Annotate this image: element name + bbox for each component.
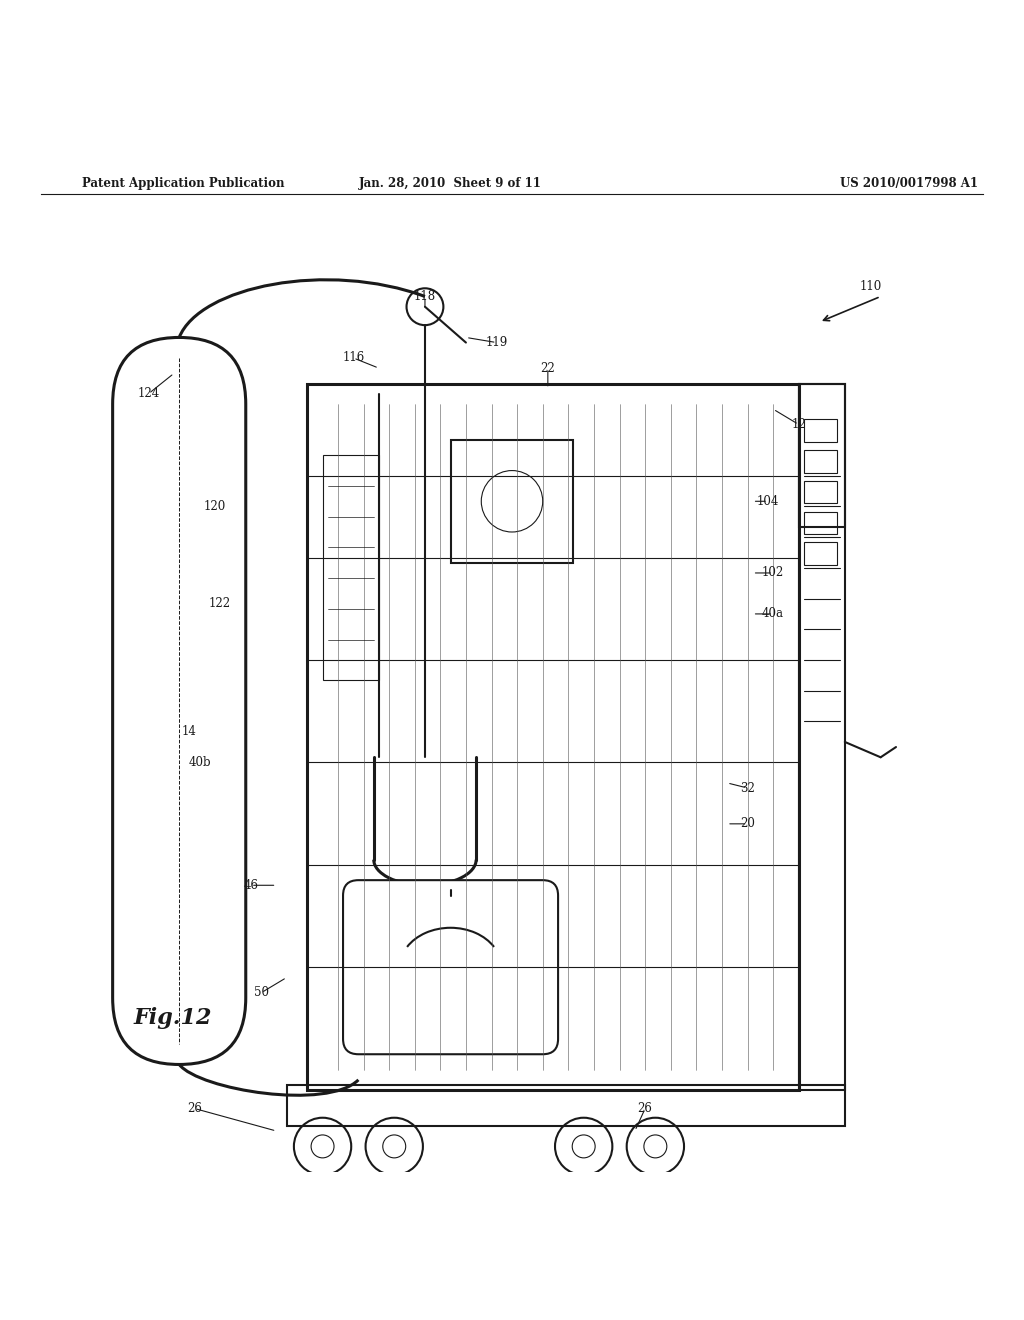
Bar — [799, 384, 845, 527]
Text: 118: 118 — [414, 290, 436, 304]
Text: 20: 20 — [740, 817, 755, 830]
Text: 122: 122 — [209, 597, 231, 610]
Text: 116: 116 — [342, 351, 365, 364]
Bar — [804, 480, 837, 503]
Text: US 2010/0017998 A1: US 2010/0017998 A1 — [840, 177, 978, 190]
Bar — [451, 440, 573, 562]
Bar — [804, 543, 837, 565]
Text: 46: 46 — [244, 879, 258, 892]
Text: 50: 50 — [254, 986, 268, 999]
Text: 104: 104 — [757, 495, 779, 508]
Text: 119: 119 — [485, 337, 508, 348]
Text: 12: 12 — [792, 418, 806, 430]
Text: 102: 102 — [762, 566, 784, 579]
Text: 110: 110 — [859, 280, 882, 293]
Bar — [804, 450, 837, 473]
Text: Fig.12: Fig.12 — [133, 1007, 212, 1028]
Bar — [804, 420, 837, 442]
Text: 40b: 40b — [188, 756, 211, 768]
Text: Patent Application Publication: Patent Application Publication — [82, 177, 285, 190]
Text: 26: 26 — [187, 1102, 202, 1115]
Bar — [323, 455, 379, 681]
Text: 120: 120 — [204, 500, 226, 513]
Text: Jan. 28, 2010  Sheet 9 of 11: Jan. 28, 2010 Sheet 9 of 11 — [359, 177, 542, 190]
Text: 32: 32 — [740, 781, 755, 795]
Bar — [799, 384, 845, 1090]
Bar — [287, 1085, 845, 1126]
Text: 14: 14 — [182, 725, 197, 738]
Bar — [307, 384, 799, 1090]
FancyBboxPatch shape — [113, 338, 246, 1064]
Text: 124: 124 — [137, 387, 160, 400]
Text: 26: 26 — [638, 1102, 652, 1115]
Text: 22: 22 — [541, 362, 555, 375]
Text: 40a: 40a — [762, 607, 784, 620]
FancyBboxPatch shape — [343, 880, 558, 1055]
Bar — [804, 512, 837, 535]
